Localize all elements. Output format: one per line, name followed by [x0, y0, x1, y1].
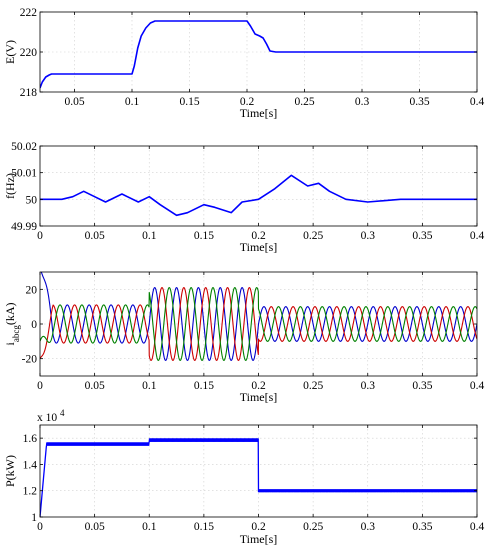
y-tick-label: 0 — [31, 319, 37, 331]
phase-current-series — [40, 287, 477, 361]
x-tick-label: 0.3 — [355, 96, 370, 108]
data-series — [40, 174, 477, 217]
y-tick-label: 20 — [26, 284, 38, 296]
y-tick-label: 1.6 — [23, 433, 38, 445]
y-tick-label: 222 — [20, 7, 38, 19]
x-tick-label: 0.25 — [303, 380, 323, 392]
x-tick-label: 0.35 — [412, 380, 432, 392]
x-tick-label: 0.05 — [85, 380, 105, 392]
x-tick-label: 0.1 — [125, 96, 140, 108]
x-tick-label: 0.25 — [303, 521, 323, 533]
phase-current-series — [40, 272, 477, 361]
plot-area — [40, 272, 477, 361]
x-tick-label: 0.2 — [251, 380, 266, 392]
x-tick-label: 0.1 — [142, 380, 157, 392]
panel-2: 0 0.05 0.1 0.15 0.2 0.25 0.3 0.35 0.4 49.99 50 50.0… — [3, 141, 484, 254]
y-tick-label: 218 — [20, 87, 38, 99]
phase-current-series — [40, 287, 477, 361]
x-tick-label: 0.2 — [251, 521, 266, 533]
panel-3: 0 0.05 0.1 0.15 0.2 0.25 0.3 0.35 0.4 -20 0 20 iabcg… — [3, 271, 485, 404]
x-axis-label: Time[s] — [240, 106, 278, 120]
x-tick-label: 0.05 — [64, 96, 84, 108]
x-tick-label: 0.25 — [294, 96, 314, 108]
exponent-label: x 10 4 — [37, 408, 65, 424]
x-tick-label: 0.25 — [303, 230, 323, 242]
x-tick-label: 0 — [37, 521, 43, 533]
x-tick-label: 0.15 — [194, 521, 214, 533]
plot-area — [40, 174, 477, 217]
x-tick-label: 0.2 — [251, 230, 266, 242]
x-axis-label: Time[s] — [240, 390, 278, 404]
x-tick-label: 0.3 — [361, 230, 376, 242]
x-tick-label: 0.3 — [361, 521, 376, 533]
x-axis-label: Time[s] — [240, 532, 278, 546]
panel-4: 0 0.05 0.1 0.15 0.2 0.25 0.3 0.35 0.4 1 1.2 1.4 1.6 P… — [3, 408, 484, 546]
y-axis-label: P(kW) — [3, 455, 17, 487]
y-tick-label: 49.99 — [11, 221, 37, 233]
x-tick-label: 0.15 — [179, 96, 199, 108]
x-tick-label: 0.05 — [85, 230, 105, 242]
x-tick-label: 0.1 — [142, 230, 157, 242]
x-tick-label: 0 — [37, 380, 43, 392]
x-tick-label: 0.4 — [470, 521, 485, 533]
y-tick-label: 50 — [26, 194, 38, 206]
x-tick-label: 0.2 — [240, 96, 255, 108]
plot-area — [40, 20, 477, 89]
x-tick-label: 0.1 — [142, 521, 157, 533]
y-tick-label: 50.01 — [11, 168, 37, 180]
x-tick-label: 0.35 — [412, 230, 432, 242]
y-tick-label: 1.4 — [23, 459, 38, 471]
y-axis-label: E(V) — [3, 40, 17, 64]
x-tick-label: 0.35 — [412, 521, 432, 533]
y-tick-label: 220 — [20, 47, 38, 59]
y-tick-label: -20 — [22, 354, 38, 366]
y-axis-label: iabcg(kA) — [3, 302, 21, 345]
plot-area — [40, 438, 477, 517]
x-tick-label: 0.4 — [470, 230, 485, 242]
power-series — [40, 438, 477, 517]
panel-1: 0.05 0.1 0.15 0.2 0.25 0.3 0.35 0.4 218 220 222 E(V… — [3, 7, 484, 120]
x-tick-label: 0.3 — [361, 380, 376, 392]
x-axis-label: Time[s] — [240, 240, 278, 254]
x-tick-label: 0.4 — [470, 96, 485, 108]
x-tick-label: 0.4 — [470, 380, 485, 392]
y-tick-label: 1 — [31, 512, 37, 524]
x-tick-label: 0.35 — [409, 96, 429, 108]
y-tick-label: 1.2 — [23, 486, 38, 498]
x-tick-label: 0 — [37, 230, 43, 242]
x-tick-label: 0.15 — [194, 380, 214, 392]
x-tick-label: 0.15 — [194, 230, 214, 242]
x-tick-label: 0.05 — [85, 521, 105, 533]
y-tick-label: 50.02 — [11, 141, 37, 153]
data-series — [40, 20, 477, 89]
y-axis-label: f(Hz) — [3, 173, 17, 199]
